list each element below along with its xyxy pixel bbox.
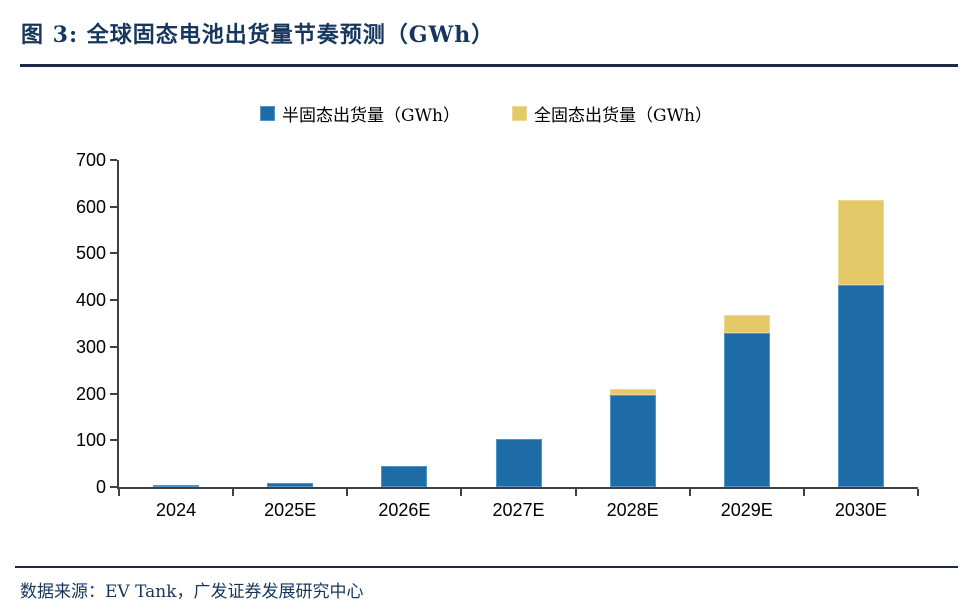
y-axis-tick (110, 159, 117, 161)
x-axis-label: 2028E (606, 500, 659, 520)
legend-label-semi-solid: 半固态出货量（GWh） (281, 106, 460, 126)
y-axis-tick (110, 205, 117, 208)
y-axis-label: 700 (75, 150, 106, 170)
bar-segment-semi-solid (495, 439, 542, 487)
x-axis-label: 2025E (264, 500, 317, 520)
legend-swatch-semi-solid (259, 106, 275, 121)
x-axis-tick (118, 489, 120, 496)
data-source: 数据来源：EV Tank，广发证券发展研究中心 (20, 582, 364, 602)
y-axis-label: 100 (75, 430, 106, 451)
bar-segment-semi-solid (381, 465, 428, 487)
bar-segment-semi-solid (837, 284, 884, 487)
bar-chart-plot-area: 0 100 200 300 400 500 600 700 2024 2025E 2026E 2027… (76, 150, 919, 520)
legend-label-full-solid: 全固态出货量（GWh） (534, 106, 713, 126)
y-axis-tick (110, 345, 117, 348)
bar-segment-full-solid (723, 315, 770, 333)
y-axis-tick (110, 299, 117, 302)
y-axis-tick (110, 252, 117, 255)
figure-title: 图 3: 全球固态电池出货量节奏预测（GWh） (21, 22, 495, 48)
chart-legend: 半固态出货量（GWh） 全固态出货量（GWh） (0, 101, 972, 126)
x-axis-tick (574, 489, 577, 496)
y-axis-tick (110, 439, 117, 442)
y-axis-tick (110, 486, 117, 488)
x-axis-tick (688, 489, 691, 496)
title-divider (20, 64, 958, 67)
y-axis-label: 400 (75, 290, 106, 311)
x-axis-tick (802, 489, 805, 496)
footer-divider (15, 566, 958, 568)
bar-segment-semi-solid (267, 482, 314, 487)
x-axis-tick (460, 489, 463, 496)
bar-segment-full-solid (837, 200, 884, 285)
legend-swatch-full-solid (512, 106, 527, 121)
y-axis-label: 600 (75, 196, 106, 217)
y-axis-label: 200 (75, 383, 106, 404)
x-axis-tick (346, 489, 349, 496)
x-axis-label: 2029E (720, 500, 773, 520)
y-axis-tick (110, 392, 117, 395)
x-axis-tick (917, 489, 919, 496)
bar-segment-full-solid (609, 388, 656, 396)
bar-segment-semi-solid (153, 484, 200, 487)
x-axis-label: 2030E (834, 500, 887, 520)
legend-item-semi-solid: 半固态出货量（GWh） (259, 101, 460, 126)
legend-item-full-solid: 全固态出货量（GWh） (512, 101, 712, 126)
y-axis-label: 500 (75, 243, 106, 264)
y-axis-label: 300 (75, 336, 106, 357)
bar-segment-semi-solid (723, 332, 770, 487)
bar-segment-semi-solid (609, 395, 656, 487)
x-axis-label: 2026E (378, 500, 431, 520)
x-axis-label: 2024 (156, 500, 197, 520)
x-axis-label: 2027E (492, 500, 545, 520)
y-axis-label: 0 (95, 477, 106, 497)
x-axis-tick (232, 489, 235, 496)
